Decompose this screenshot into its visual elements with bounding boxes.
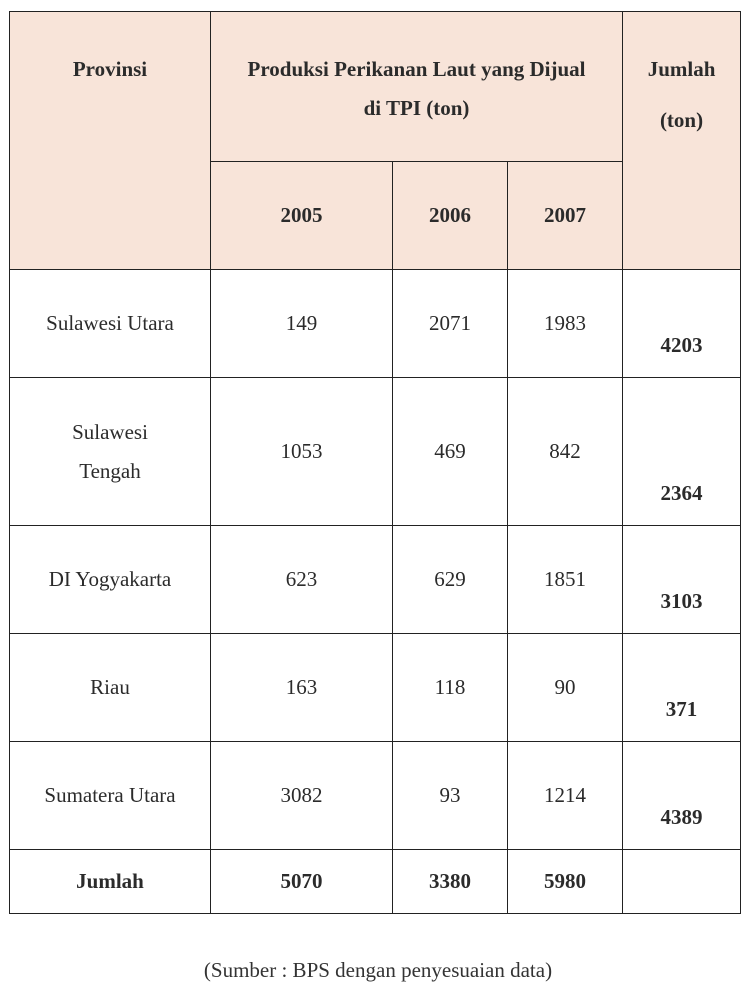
cell-2006: 2071 <box>392 269 508 378</box>
cell-total: 371 <box>622 633 742 742</box>
cell-2007: 90 <box>506 633 624 742</box>
cell-province: Riau <box>9 633 211 742</box>
cell-province: Sulawesi Tengah <box>9 377 211 526</box>
header-total: Jumlah (ton) <box>622 11 742 270</box>
cell-2007: 1851 <box>506 525 624 634</box>
cell-2007: 842 <box>506 377 624 526</box>
cell-2006: 93 <box>392 741 508 850</box>
cell-2007: 1214 <box>506 741 624 850</box>
cell-2006: 469 <box>392 377 508 526</box>
cell-province: Sulawesi Utara <box>9 269 211 378</box>
footer-2005: 5070 <box>210 849 393 914</box>
header-province: Provinsi <box>9 11 211 270</box>
cell-total: 4389 <box>622 741 742 850</box>
cell-total: 3103 <box>622 525 742 634</box>
cell-total: 4203 <box>622 269 742 378</box>
cell-total: 2364 <box>622 377 742 526</box>
header-year-2006: 2006 <box>392 161 508 270</box>
table-row: Sulawesi Tengah 1053 469 842 2364 <box>9 377 742 526</box>
table-row: Riau 163 118 90 371 <box>9 633 742 742</box>
cell-2005: 149 <box>210 269 393 378</box>
header-year-2007: 2007 <box>506 161 624 270</box>
footer-2006: 3380 <box>392 849 508 914</box>
footer-total <box>622 849 742 914</box>
cell-province: DI Yogyakarta <box>9 525 211 634</box>
header-production: Produksi Perikanan Laut yang Dijual di T… <box>209 11 624 162</box>
table-row: Sulawesi Utara 149 2071 1983 4203 <box>9 269 742 378</box>
header-total-line2: (ton) <box>659 108 704 132</box>
table-footer-row: Jumlah 5070 3380 5980 <box>9 849 742 914</box>
source-caption: (Sumber : BPS dengan penyesuaian data) <box>203 958 553 982</box>
cell-2006: 629 <box>392 525 508 634</box>
cell-province: Sumatera Utara <box>9 741 211 850</box>
cell-2007: 1983 <box>506 269 624 378</box>
cell-2006: 118 <box>392 633 508 742</box>
cell-2005: 3082 <box>210 741 393 850</box>
table-row: Sumatera Utara 3082 93 1214 4389 <box>9 741 742 850</box>
cell-2005: 623 <box>210 525 393 634</box>
cell-2005: 163 <box>210 633 393 742</box>
header-year-2005: 2005 <box>210 161 393 270</box>
cell-2005: 1053 <box>210 377 393 526</box>
footer-label: Jumlah <box>9 849 211 914</box>
header-total-line1: Jumlah <box>647 57 716 81</box>
footer-2007: 5980 <box>506 849 624 914</box>
table-row: DI Yogyakarta 623 629 1851 3103 <box>9 525 742 634</box>
production-table: Provinsi Produksi Perikanan Laut yang Di… <box>9 11 742 914</box>
